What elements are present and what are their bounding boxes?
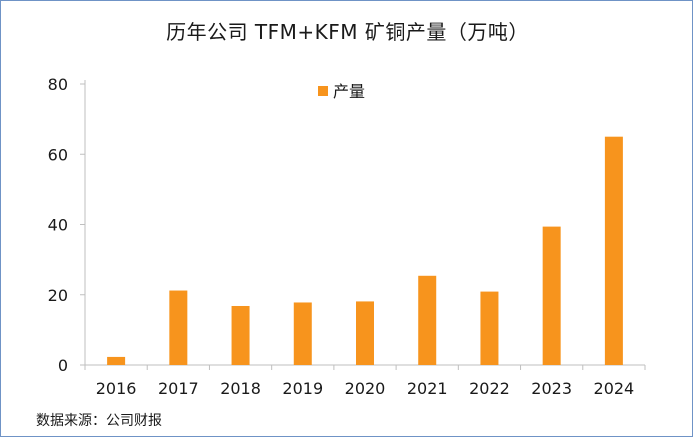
bar-2020 <box>356 301 374 365</box>
bar-2024 <box>604 136 623 365</box>
y-tick-label: 20 <box>48 286 68 305</box>
bar-2017 <box>169 290 188 365</box>
bar-2021 <box>418 275 437 365</box>
x-tick-label: 2022 <box>469 379 510 398</box>
bar-2023 <box>542 226 561 365</box>
bar-2016 <box>107 356 126 365</box>
x-tick-labels: 2016 2017 2018 2019 2020 2021 2022 2023 2024 <box>96 379 634 398</box>
x-tick-label: 2016 <box>96 379 137 398</box>
x-tick-label: 2017 <box>158 379 199 398</box>
x-tick-label: 2024 <box>594 379 635 398</box>
y-tick-label: 80 <box>48 75 68 94</box>
bar-2019 <box>293 302 312 365</box>
chart-title: 历年公司 TFM+KFM 矿铜产量（万吨） <box>166 20 529 44</box>
x-tick-label: 2019 <box>282 379 323 398</box>
y-tick-label: 0 <box>58 356 68 375</box>
x-tick-label: 2021 <box>407 379 448 398</box>
x-tick-label: 2018 <box>220 379 261 398</box>
bar-2022 <box>480 291 499 365</box>
bars <box>107 136 623 365</box>
y-tick-label: 60 <box>48 145 68 164</box>
legend: 产量 <box>318 82 365 101</box>
legend-label: 产量 <box>333 82 365 101</box>
y-tick-labels: 0 20 40 60 80 <box>48 75 68 375</box>
x-tick-label: 2020 <box>345 379 386 398</box>
y-tick-label: 40 <box>48 216 68 235</box>
x-tick-label: 2023 <box>531 379 572 398</box>
legend-swatch <box>318 86 328 96</box>
source-note: 数据来源：公司财报 <box>36 413 162 429</box>
bar-2018 <box>231 305 250 365</box>
